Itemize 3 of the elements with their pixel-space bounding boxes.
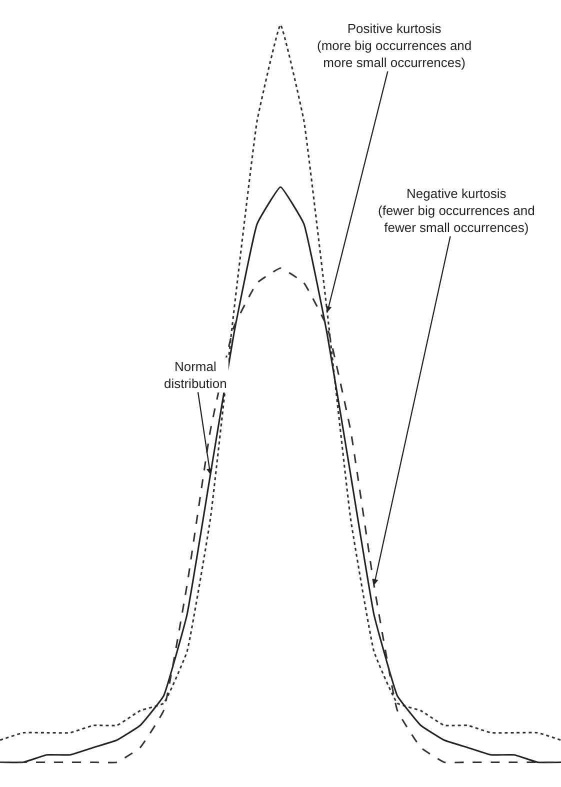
series-label: Normal distribution — [164, 359, 227, 391]
text: Negative kurtosis (fewer big occurrences and fewer small occurrences) — [378, 186, 535, 235]
series-label: Positive kurtosis (more big occurrences and more small occurrences) — [317, 21, 472, 70]
